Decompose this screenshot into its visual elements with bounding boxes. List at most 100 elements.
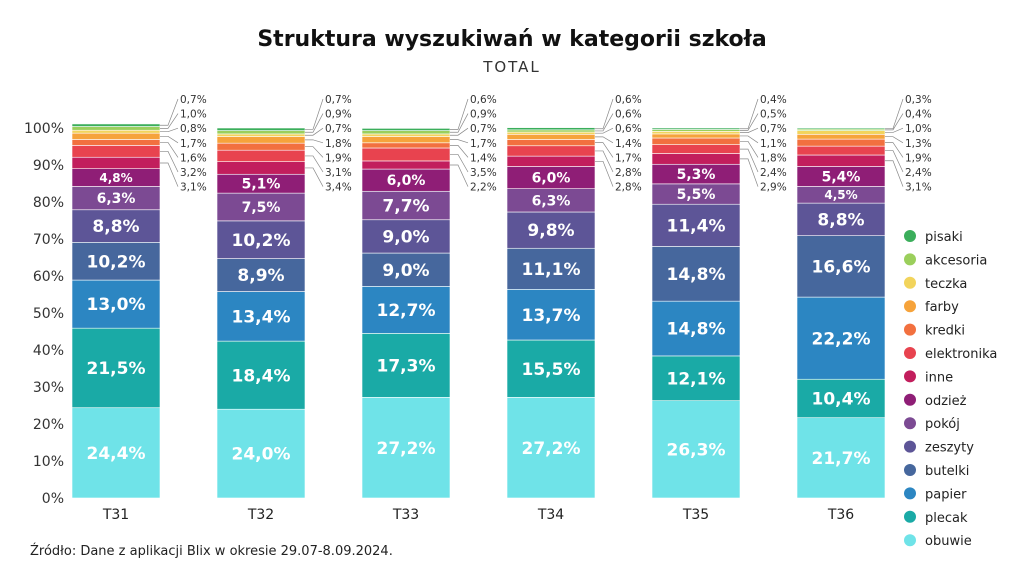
legend-swatch — [904, 464, 916, 476]
y-tick-label: 20% — [33, 417, 64, 433]
bar-segment — [361, 147, 451, 162]
bar-segment — [216, 220, 306, 259]
bar-segment — [216, 258, 306, 292]
bar-segment — [506, 131, 596, 135]
legend-item: plecak — [904, 510, 968, 526]
bar-segment — [216, 130, 306, 135]
legend-label: odzież — [925, 394, 967, 409]
bar-segment — [796, 202, 886, 236]
bar-segment — [361, 190, 451, 221]
bar-segment — [361, 128, 451, 131]
data-label: 24,4% — [87, 444, 146, 464]
bar-segment — [216, 291, 306, 342]
data-label: 8,8% — [92, 217, 139, 237]
bar-segment — [506, 397, 596, 499]
data-label: 11,1% — [522, 260, 581, 280]
data-label: 14,8% — [667, 320, 726, 340]
bar-segment — [506, 139, 596, 147]
legend-swatch — [904, 253, 916, 266]
y-tick-label: 50% — [33, 306, 64, 322]
callout-line — [740, 140, 759, 158]
source-note: Źródło: Dane z aplikacji Blix w okresie … — [30, 543, 393, 559]
bar-segment — [506, 133, 596, 140]
bar-segment — [216, 133, 306, 137]
y-tick-label: 80% — [33, 195, 64, 211]
bar-segment — [506, 155, 596, 167]
legend-label: papier — [925, 487, 967, 502]
bar-segment — [796, 127, 886, 130]
legend-label: obuwie — [925, 534, 972, 549]
x-tick-label: T31 — [102, 507, 129, 523]
legend-item: butelki — [904, 464, 969, 479]
bar-segment — [361, 333, 451, 398]
callout-label: 0,6% — [615, 123, 642, 135]
callout-line — [160, 142, 179, 158]
callout-line — [450, 154, 469, 173]
y-axis: 0% 10% 20% 30% 40% 50% 60% 70% 80% 90% 100% — [24, 121, 64, 507]
bar-segment — [651, 400, 741, 499]
bar-segment — [71, 123, 161, 127]
data-label: 8,8% — [817, 211, 864, 231]
legend-item: zeszyty — [904, 440, 974, 456]
data-label: 27,2% — [377, 439, 436, 459]
bar-segment — [506, 211, 596, 249]
callout-line — [740, 148, 759, 173]
callout-line — [450, 113, 469, 133]
bar-segment — [506, 247, 596, 290]
callout-line — [885, 113, 904, 131]
y-tick-label: 90% — [33, 158, 64, 174]
callout-line — [595, 142, 614, 158]
bar-segment — [361, 252, 451, 287]
callout-line — [450, 98, 469, 130]
bar-segment — [651, 153, 741, 165]
callout-label: 0,6% — [615, 94, 642, 106]
bar-segment — [361, 219, 451, 254]
bar-segment — [361, 136, 451, 144]
data-label: 5,3% — [677, 167, 716, 183]
bar-segment — [71, 242, 161, 281]
legend: pisaki akcesoria teczka farby kredki elektron… — [904, 230, 997, 549]
callout-line — [595, 136, 614, 144]
callout-line — [740, 135, 759, 144]
bars: 24,4% 21,5% 13,0% 10,2% 8,8% 6,3% 4,8% 24,0% 18,… — [71, 123, 886, 499]
callout-line — [450, 139, 469, 144]
callout-label: 3,1% — [180, 182, 207, 194]
bar-segment — [651, 355, 741, 401]
callout-labels: 0,7% 1,0% 0,8% 1,7% 1,6% 3,2% 3,1% 0,7% 0,9% 0,7%… — [160, 94, 932, 194]
data-label: 4,5% — [824, 188, 857, 202]
callout-label: 0,7% — [325, 94, 352, 106]
bar-segment — [216, 142, 306, 151]
callout-label: 0,4% — [905, 109, 932, 121]
x-tick-label: T36 — [827, 507, 854, 523]
bar-segment — [506, 289, 596, 341]
callout-label: 1,9% — [905, 152, 932, 164]
legend-swatch — [904, 347, 916, 359]
callout-line — [450, 164, 469, 187]
data-label: 6,3% — [532, 193, 571, 209]
bar-segment — [216, 149, 306, 162]
bar-segment — [216, 136, 306, 144]
legend-item: inne — [904, 370, 953, 385]
callout-label: 1,4% — [470, 152, 497, 164]
callout-line — [595, 98, 614, 130]
legend-swatch — [904, 487, 916, 500]
bar-segment — [506, 339, 596, 398]
data-label: 21,7% — [812, 449, 871, 469]
callout-line — [740, 158, 759, 187]
callout-line — [595, 127, 614, 134]
callout-label: 3,1% — [905, 182, 932, 194]
callout-label: 1,7% — [615, 152, 642, 164]
data-label: 15,5% — [522, 360, 581, 380]
bar-segment — [796, 296, 886, 380]
callout-label: 0,7% — [470, 123, 497, 135]
callout-label: 0,6% — [615, 109, 642, 121]
y-tick-label: 40% — [33, 343, 64, 359]
callout-label: 2,4% — [760, 167, 787, 179]
callout-line — [885, 142, 904, 158]
x-tick-label: T33 — [392, 507, 419, 523]
legend-swatch — [904, 230, 916, 242]
callout-label: 0,4% — [760, 94, 787, 106]
legend-swatch — [904, 393, 916, 406]
data-label: 13,4% — [232, 307, 291, 327]
